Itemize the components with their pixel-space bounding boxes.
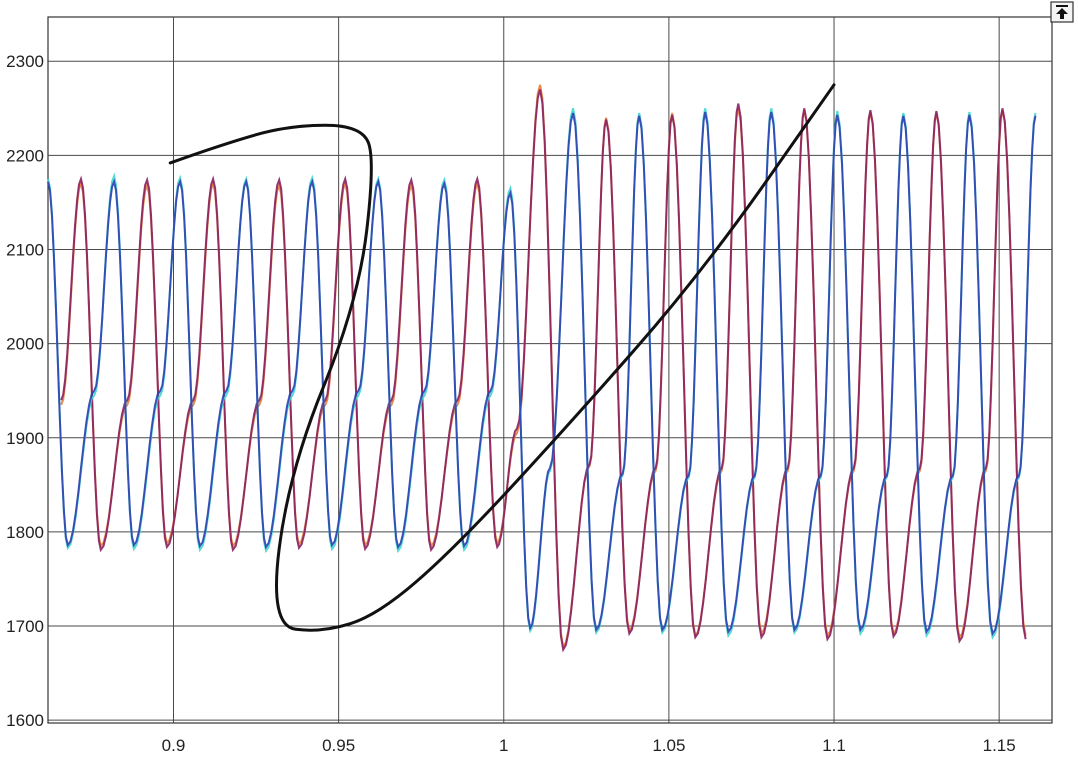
x-tick-label: 1.1 xyxy=(822,736,846,755)
x-axis: 0.9 0.95 1 1.05 1.1 1.15 xyxy=(162,736,1016,755)
plot-area xyxy=(47,16,1053,724)
y-tick-label: 2100 xyxy=(6,241,44,260)
y-tick-label: 2300 xyxy=(6,52,44,71)
series-line-2 xyxy=(60,89,1027,653)
expand-button[interactable] xyxy=(1050,1,1074,23)
y-tick-label: 1900 xyxy=(6,429,44,448)
y-tick-label: 2200 xyxy=(6,146,44,165)
x-tick-label: 0.9 xyxy=(162,736,186,755)
x-tick-label: 1.05 xyxy=(652,736,685,755)
series-layer xyxy=(47,84,1037,653)
x-tick-label: 1.15 xyxy=(983,736,1016,755)
y-axis: 1600 1700 1800 1900 2000 2100 2200 2300 xyxy=(6,52,44,730)
y-tick-label: 1800 xyxy=(6,523,44,542)
freehand-annotation xyxy=(168,83,836,632)
y-tick-label: 2000 xyxy=(6,335,44,354)
x-tick-label: 0.95 xyxy=(322,736,355,755)
y-tick-label: 1600 xyxy=(6,711,44,730)
y-tick-label: 1700 xyxy=(6,617,44,636)
expand-arrow-icon xyxy=(1056,5,1068,19)
annotation-layer xyxy=(168,83,836,632)
x-tick-label: 1 xyxy=(499,736,508,755)
series-line-4 xyxy=(47,111,1037,637)
